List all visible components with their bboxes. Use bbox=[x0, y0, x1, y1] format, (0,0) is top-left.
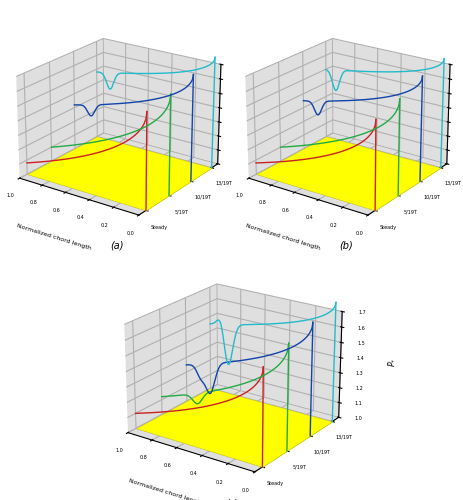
Text: (b): (b) bbox=[339, 240, 353, 250]
X-axis label: Normalized chord length: Normalized chord length bbox=[245, 223, 321, 250]
Text: (c): (c) bbox=[225, 499, 238, 500]
X-axis label: Normalized chord length: Normalized chord length bbox=[128, 478, 204, 500]
X-axis label: Normalized chord length: Normalized chord length bbox=[16, 223, 92, 250]
Text: (a): (a) bbox=[110, 240, 124, 250]
